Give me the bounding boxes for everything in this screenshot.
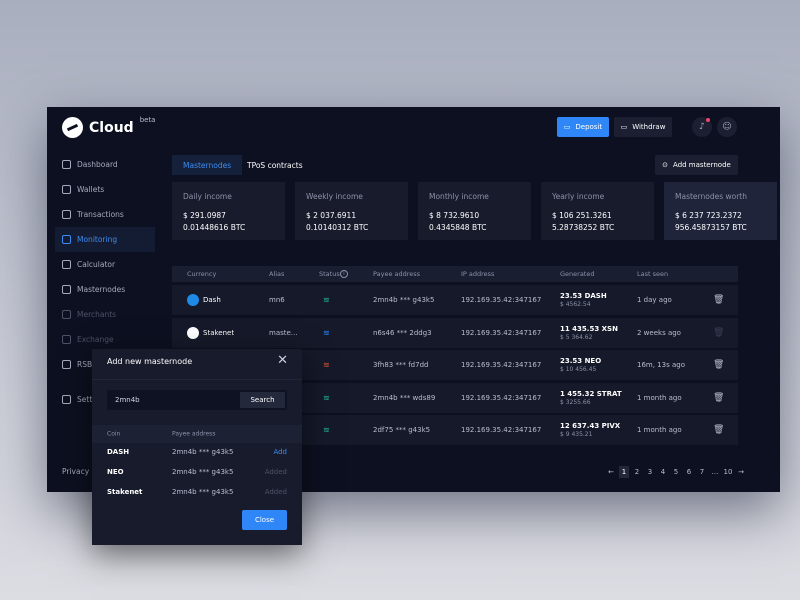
wifi-status-icon: ≋ — [323, 328, 330, 338]
prev-page-button[interactable]: ← — [608, 468, 614, 476]
monitoring-icon — [62, 235, 71, 244]
sidebar-item-masternodes[interactable]: Masternodes — [55, 277, 155, 302]
add-masternode-modal: Add new masternode ✕ 2mn4b Search Coin Pay… — [92, 349, 302, 545]
sidebar-item-calculator[interactable]: Calculator — [55, 252, 155, 277]
rsb-icon — [62, 360, 71, 369]
beta-badge: beta — [139, 115, 156, 124]
withdraw-icon: ▭ — [620, 123, 628, 131]
deposit-icon: ▭ — [563, 123, 571, 131]
coin-icon — [187, 294, 199, 306]
privacy-link[interactable]: Privacy — [62, 467, 90, 476]
wifi-status-icon: ≋ — [323, 393, 330, 403]
close-button[interactable]: Close — [242, 510, 287, 530]
pagination: ← 1 2 3 4 5 6 7... 10 → — [606, 466, 746, 478]
coin-icon — [187, 327, 199, 339]
page-button[interactable]: 4 — [660, 468, 666, 476]
sidebar-item-rsb[interactable]: RSB — [55, 352, 155, 377]
column-header: IP address — [461, 270, 495, 278]
table-row[interactable]: Stakenet maste... ≋ n6s46 *** 2ddg3 192.… — [172, 318, 738, 348]
sidebar-item-transactions[interactable]: Transactions — [55, 202, 155, 227]
column-header: Alias — [269, 270, 285, 278]
added-label: Added — [264, 488, 287, 496]
merchants-icon — [62, 310, 71, 319]
sidebar-item-monitoring[interactable]: Monitoring — [55, 227, 155, 252]
page-button[interactable]: 10 — [723, 468, 733, 476]
page-button[interactable]: 7 — [699, 468, 705, 476]
logo[interactable]: Cloud beta — [62, 115, 156, 138]
modal-title: Add new masternode — [107, 357, 193, 366]
page-button[interactable]: 6 — [686, 468, 692, 476]
sidebar-item-dashboard[interactable]: Dashboard — [55, 152, 155, 177]
sidebar-item-merchants[interactable]: Merchants — [55, 302, 155, 327]
plus-circle-icon: ⊙ — [662, 161, 669, 169]
column-header: Currency — [187, 270, 217, 278]
stat-card: Yearly income $ 106 251.3261 5.28738252 BT… — [541, 182, 654, 240]
page-button[interactable]: ... — [711, 468, 719, 476]
modal-row: NEO 2mn4b *** g43k5 Added — [107, 468, 287, 476]
trash-icon[interactable]: 🗑 — [713, 295, 725, 305]
deposit-button[interactable]: ▭ Deposit — [557, 117, 609, 137]
stat-card: Monthly income $ 8 732.9610 0.4345848 BTC — [418, 182, 531, 240]
column-header: Last seen — [637, 270, 669, 278]
withdraw-button[interactable]: ▭ Withdraw — [614, 117, 672, 137]
exchange-icon — [62, 335, 71, 344]
wallets-icon — [62, 185, 71, 194]
table-row[interactable]: Dash mn6 ≋ 2mn4b *** g43k5 192.169.35.42… — [172, 285, 738, 315]
column-header: Payee address — [373, 270, 421, 278]
stat-card: Daily income $ 291.0987 0.01448616 BTC — [172, 182, 285, 240]
trash-icon[interactable]: 🗑 — [713, 360, 725, 370]
page-button[interactable]: 5 — [673, 468, 679, 476]
added-label: Added — [264, 468, 287, 476]
table-fade — [155, 448, 755, 468]
tab-tpos-contracts[interactable]: TPoS contracts — [247, 160, 303, 170]
masternodes-icon — [62, 285, 71, 294]
page-button[interactable]: 1 — [619, 466, 629, 478]
trash-icon[interactable]: 🗑 — [713, 393, 725, 403]
sidebar-item-wallets[interactable]: Wallets — [55, 177, 155, 202]
search-button[interactable]: Search — [240, 392, 285, 408]
modal-row: Stakenet 2mn4b *** g43k5 Added — [107, 488, 287, 496]
logo-icon — [62, 117, 83, 138]
next-page-button[interactable]: → — [738, 468, 744, 476]
info-icon[interactable]: i — [340, 270, 348, 278]
stat-card: Masternodes worth $ 6 237 723.2372 956.458… — [664, 182, 777, 240]
notification-bell-icon[interactable]: ♪ — [692, 117, 712, 137]
add-button[interactable]: Add — [273, 448, 287, 456]
table-header: Currency Alias Status Payee address IP addre… — [172, 266, 738, 282]
wifi-status-icon: ≋ — [323, 295, 330, 305]
modal-table-header: Coin Payee address — [92, 425, 302, 443]
page-button[interactable]: 3 — [647, 468, 653, 476]
calculator-icon — [62, 260, 71, 269]
settings-icon — [62, 395, 71, 404]
column-header: Status — [319, 270, 340, 278]
modal-row: DASH 2mn4b *** g43k5 Add — [107, 448, 287, 456]
close-icon[interactable]: ✕ — [277, 353, 288, 368]
wifi-status-icon: ≋ — [323, 360, 330, 370]
add-masternode-button[interactable]: ⊙ Add masternode — [655, 155, 738, 175]
dashboard-icon — [62, 160, 71, 169]
search-input[interactable]: 2mn4b Search — [107, 390, 287, 410]
column-header: Generated — [560, 270, 595, 278]
wifi-status-icon: ≋ — [323, 425, 330, 435]
stat-card: Weekly income $ 2 037.6911 0.10140312 BTC — [295, 182, 408, 240]
transactions-icon — [62, 210, 71, 219]
divider — [92, 379, 302, 380]
sidebar: Dashboard Wallets Transactions Monitoring Ca… — [55, 152, 155, 412]
tab-masternodes[interactable]: Masternodes — [172, 155, 243, 175]
page-button[interactable]: 2 — [634, 468, 640, 476]
trash-icon[interactable]: 🗑 — [713, 328, 725, 338]
trash-icon[interactable]: 🗑 — [713, 425, 725, 435]
sidebar-item-exchange[interactable]: Exchange — [55, 327, 155, 352]
user-avatar-icon[interactable]: ☺ — [717, 117, 737, 137]
